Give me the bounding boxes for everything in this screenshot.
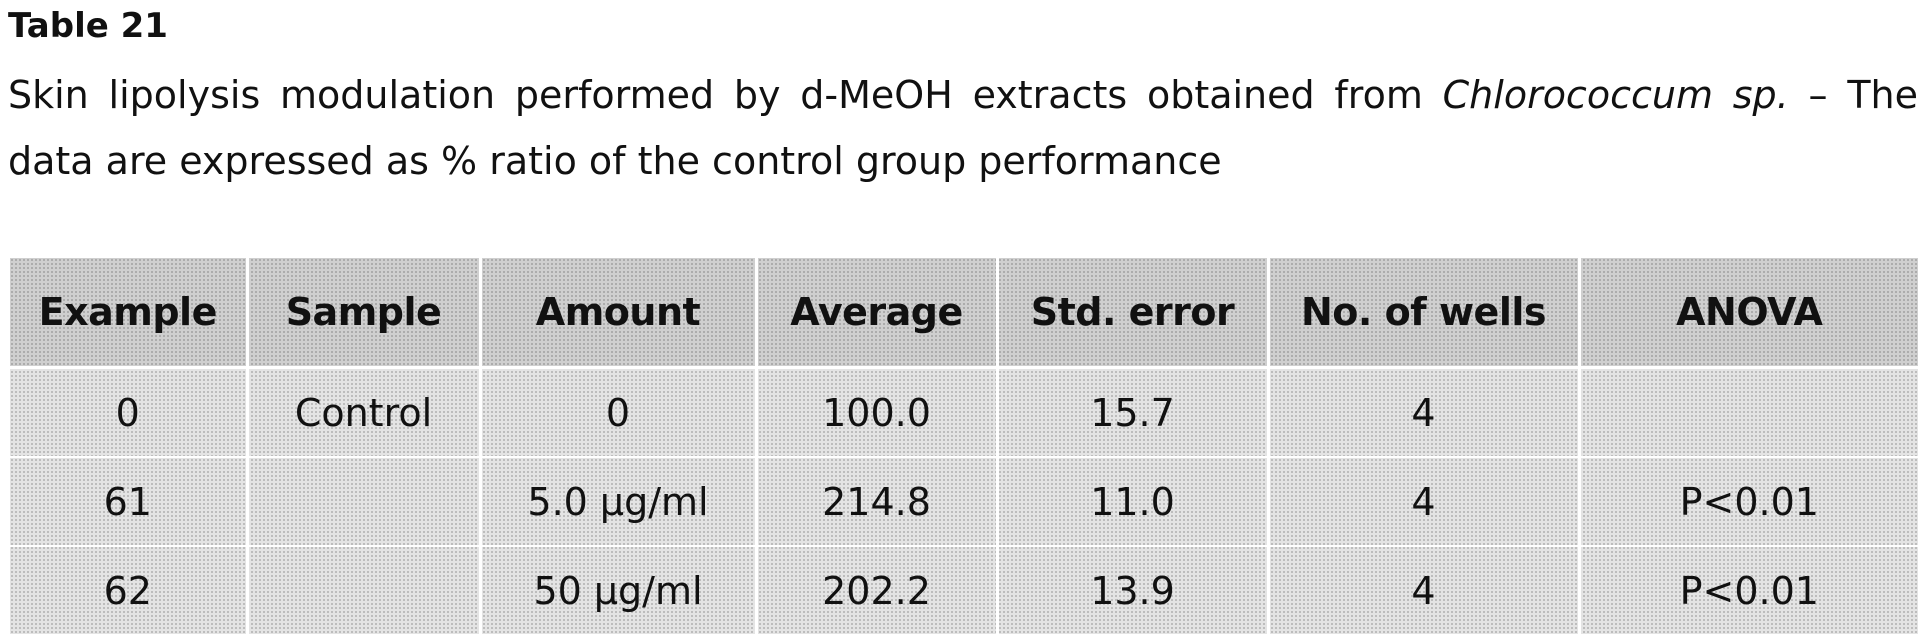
cell-no-of-wells: 4 — [1268, 457, 1579, 546]
lipolysis-results-table: Example Sample Amount Average Std. error… — [10, 258, 1918, 634]
cell-sample: Control — [247, 368, 480, 458]
table-row: 61 5.0 µg/ml 214.8 11.0 4 P<0.01 — [10, 457, 1918, 546]
cell-amount: 5.0 µg/ml — [480, 457, 756, 546]
table-row: 0 Control 0 100.0 15.7 4 — [10, 368, 1918, 458]
cell-no-of-wells: 4 — [1268, 368, 1579, 458]
cell-std-error: 15.7 — [997, 368, 1268, 458]
header-anova: ANOVA — [1579, 258, 1918, 368]
cell-anova: P<0.01 — [1579, 546, 1918, 634]
table-row: 62 50 µg/ml 202.2 13.9 4 P<0.01 — [10, 546, 1918, 634]
cell-example: 62 — [10, 546, 247, 634]
cell-average: 100.0 — [756, 368, 997, 458]
cell-example: 0 — [10, 368, 247, 458]
cell-std-error: 11.0 — [997, 457, 1268, 546]
table-title: Table 21 — [8, 2, 168, 50]
cell-anova: P<0.01 — [1579, 457, 1918, 546]
caption-species-name: Chlorococcum sp. — [1443, 73, 1789, 117]
cell-sample — [247, 457, 480, 546]
cell-sample — [247, 546, 480, 634]
caption-text-start: Skin lipolysis modulation performed by d… — [8, 73, 1443, 117]
cell-anova — [1579, 368, 1918, 458]
cell-example: 61 — [10, 457, 247, 546]
cell-std-error: 13.9 — [997, 546, 1268, 634]
table-header-row: Example Sample Amount Average Std. error… — [10, 258, 1918, 368]
header-no-of-wells: No. of wells — [1268, 258, 1579, 368]
cell-average: 214.8 — [756, 457, 997, 546]
cell-average: 202.2 — [756, 546, 997, 634]
header-std-error: Std. error — [997, 258, 1268, 368]
header-amount: Amount — [480, 258, 756, 368]
header-example: Example — [10, 258, 247, 368]
cell-amount: 50 µg/ml — [480, 546, 756, 634]
cell-no-of-wells: 4 — [1268, 546, 1579, 634]
header-average: Average — [756, 258, 997, 368]
cell-amount: 0 — [480, 368, 756, 458]
table-caption: Skin lipolysis modulation performed by d… — [8, 62, 1918, 194]
header-sample: Sample — [247, 258, 480, 368]
